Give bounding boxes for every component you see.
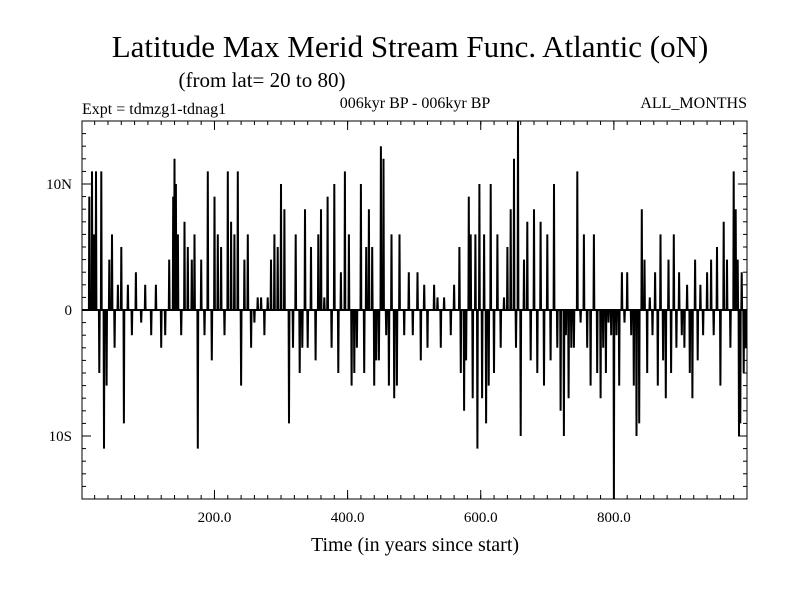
plot-frame (81, 120, 748, 500)
period-label: 006kyr BP - 006kyr BP (340, 95, 491, 112)
y-tick-label: 0 (65, 303, 73, 319)
major-ticks (82, 121, 747, 499)
y-tick-label: 10N (46, 177, 72, 193)
series-line (82, 120, 748, 500)
x-tick-label: 400.0 (331, 510, 365, 526)
tick-labels: 200.0 400.0 600.0 800.0 10N 0 10S (46, 177, 631, 526)
season-label: ALL_MONTHS (640, 95, 747, 112)
y-tick-label: 10S (49, 429, 72, 445)
x-tick-label: 800.0 (597, 510, 631, 526)
chart-subtitle: (from lat= 20 to 80) (179, 68, 346, 92)
x-axis-label: Time (in years since start) (311, 534, 519, 556)
x-tick-label: 200.0 (198, 510, 232, 526)
experiment-label: Expt = tdmzg1-tdnag1 (82, 101, 226, 118)
x-tick-label: 600.0 (464, 510, 498, 526)
chart-title: Latitude Max Merid Stream Func. Atlantic… (112, 29, 709, 64)
